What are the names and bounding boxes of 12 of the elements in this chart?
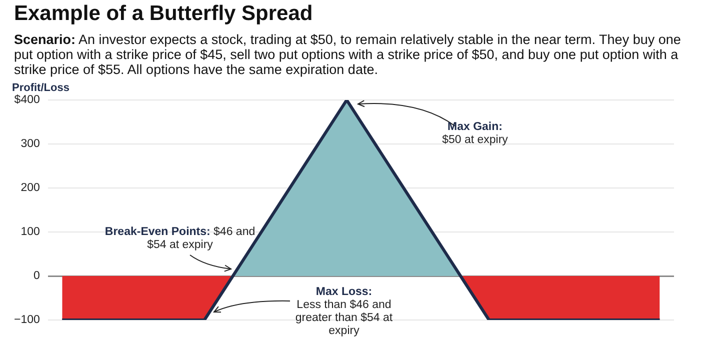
chart-subtitle: Scenario: An investor expects a stock, trading at $50, to remain relatively stable in the near term. They buy one put option with a strike price of $45, sell two put options with a strike price of $50, and buy one put option with a strike price of $55. All options have the same expiration date. [14,32,682,77]
y-tick-label: 100 [20,226,40,238]
annotation: Max Loss: Less than $46 and greater than $54 at expiry [294,286,394,338]
y-tick-label: 0 [33,270,40,282]
y-tick-label: $400 [14,94,40,106]
chart-title: Example of a Butterfly Spread [14,2,313,26]
annotation: Break-Even Points: $46 and $54 at expiry [104,226,256,252]
annotation: Max Gain: $50 at expiry [441,121,509,147]
y-tick-label: −100 [14,314,40,326]
y-axis-title: Profit/Loss [12,82,70,94]
y-tick-label: 200 [20,182,40,194]
y-tick-label: 300 [20,138,40,150]
